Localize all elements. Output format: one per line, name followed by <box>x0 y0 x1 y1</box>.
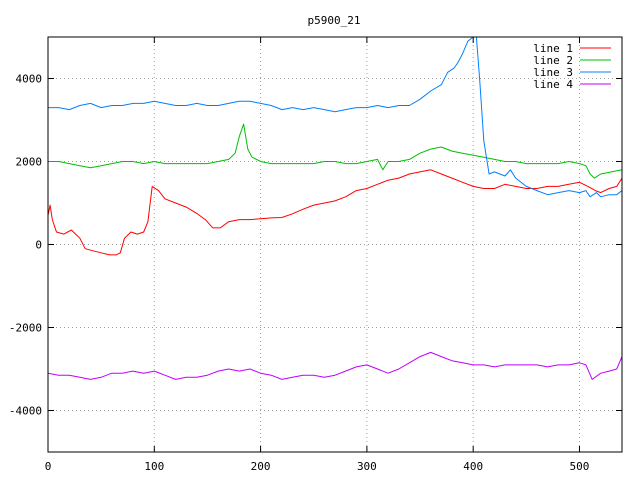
grid <box>48 37 622 452</box>
axis-ticks: 0 100 200 300 400 500 -4000 -2000 0 2000 4000 <box>9 37 622 473</box>
x-tick-label: 200 <box>251 460 271 473</box>
y-tick-label: 2000 <box>16 156 43 169</box>
chart-title: p5900_21 <box>308 14 361 27</box>
legend-label-3: line 3 <box>533 66 573 79</box>
x-tick-label: 0 <box>45 460 52 473</box>
legend-label-4: line 4 <box>533 78 573 91</box>
x-tick-label: 100 <box>144 460 164 473</box>
x-tick-label: 300 <box>357 460 377 473</box>
x-tick-label: 400 <box>463 460 483 473</box>
y-tick-label: 4000 <box>16 73 43 86</box>
legend-label-1: line 1 <box>533 42 573 55</box>
y-tick-label: -4000 <box>9 405 42 418</box>
y-tick-label: -2000 <box>9 322 42 335</box>
plot-frame <box>47 36 623 453</box>
series-line-2 <box>48 123 623 179</box>
x-tick-label: 500 <box>570 460 590 473</box>
y-tick-label: 0 <box>35 239 42 252</box>
series-lines <box>47 36 623 380</box>
series-line-3 <box>48 36 623 198</box>
series-line-4 <box>47 351 623 380</box>
legend-label-2: line 2 <box>533 54 573 67</box>
series-line-1 <box>47 169 623 256</box>
